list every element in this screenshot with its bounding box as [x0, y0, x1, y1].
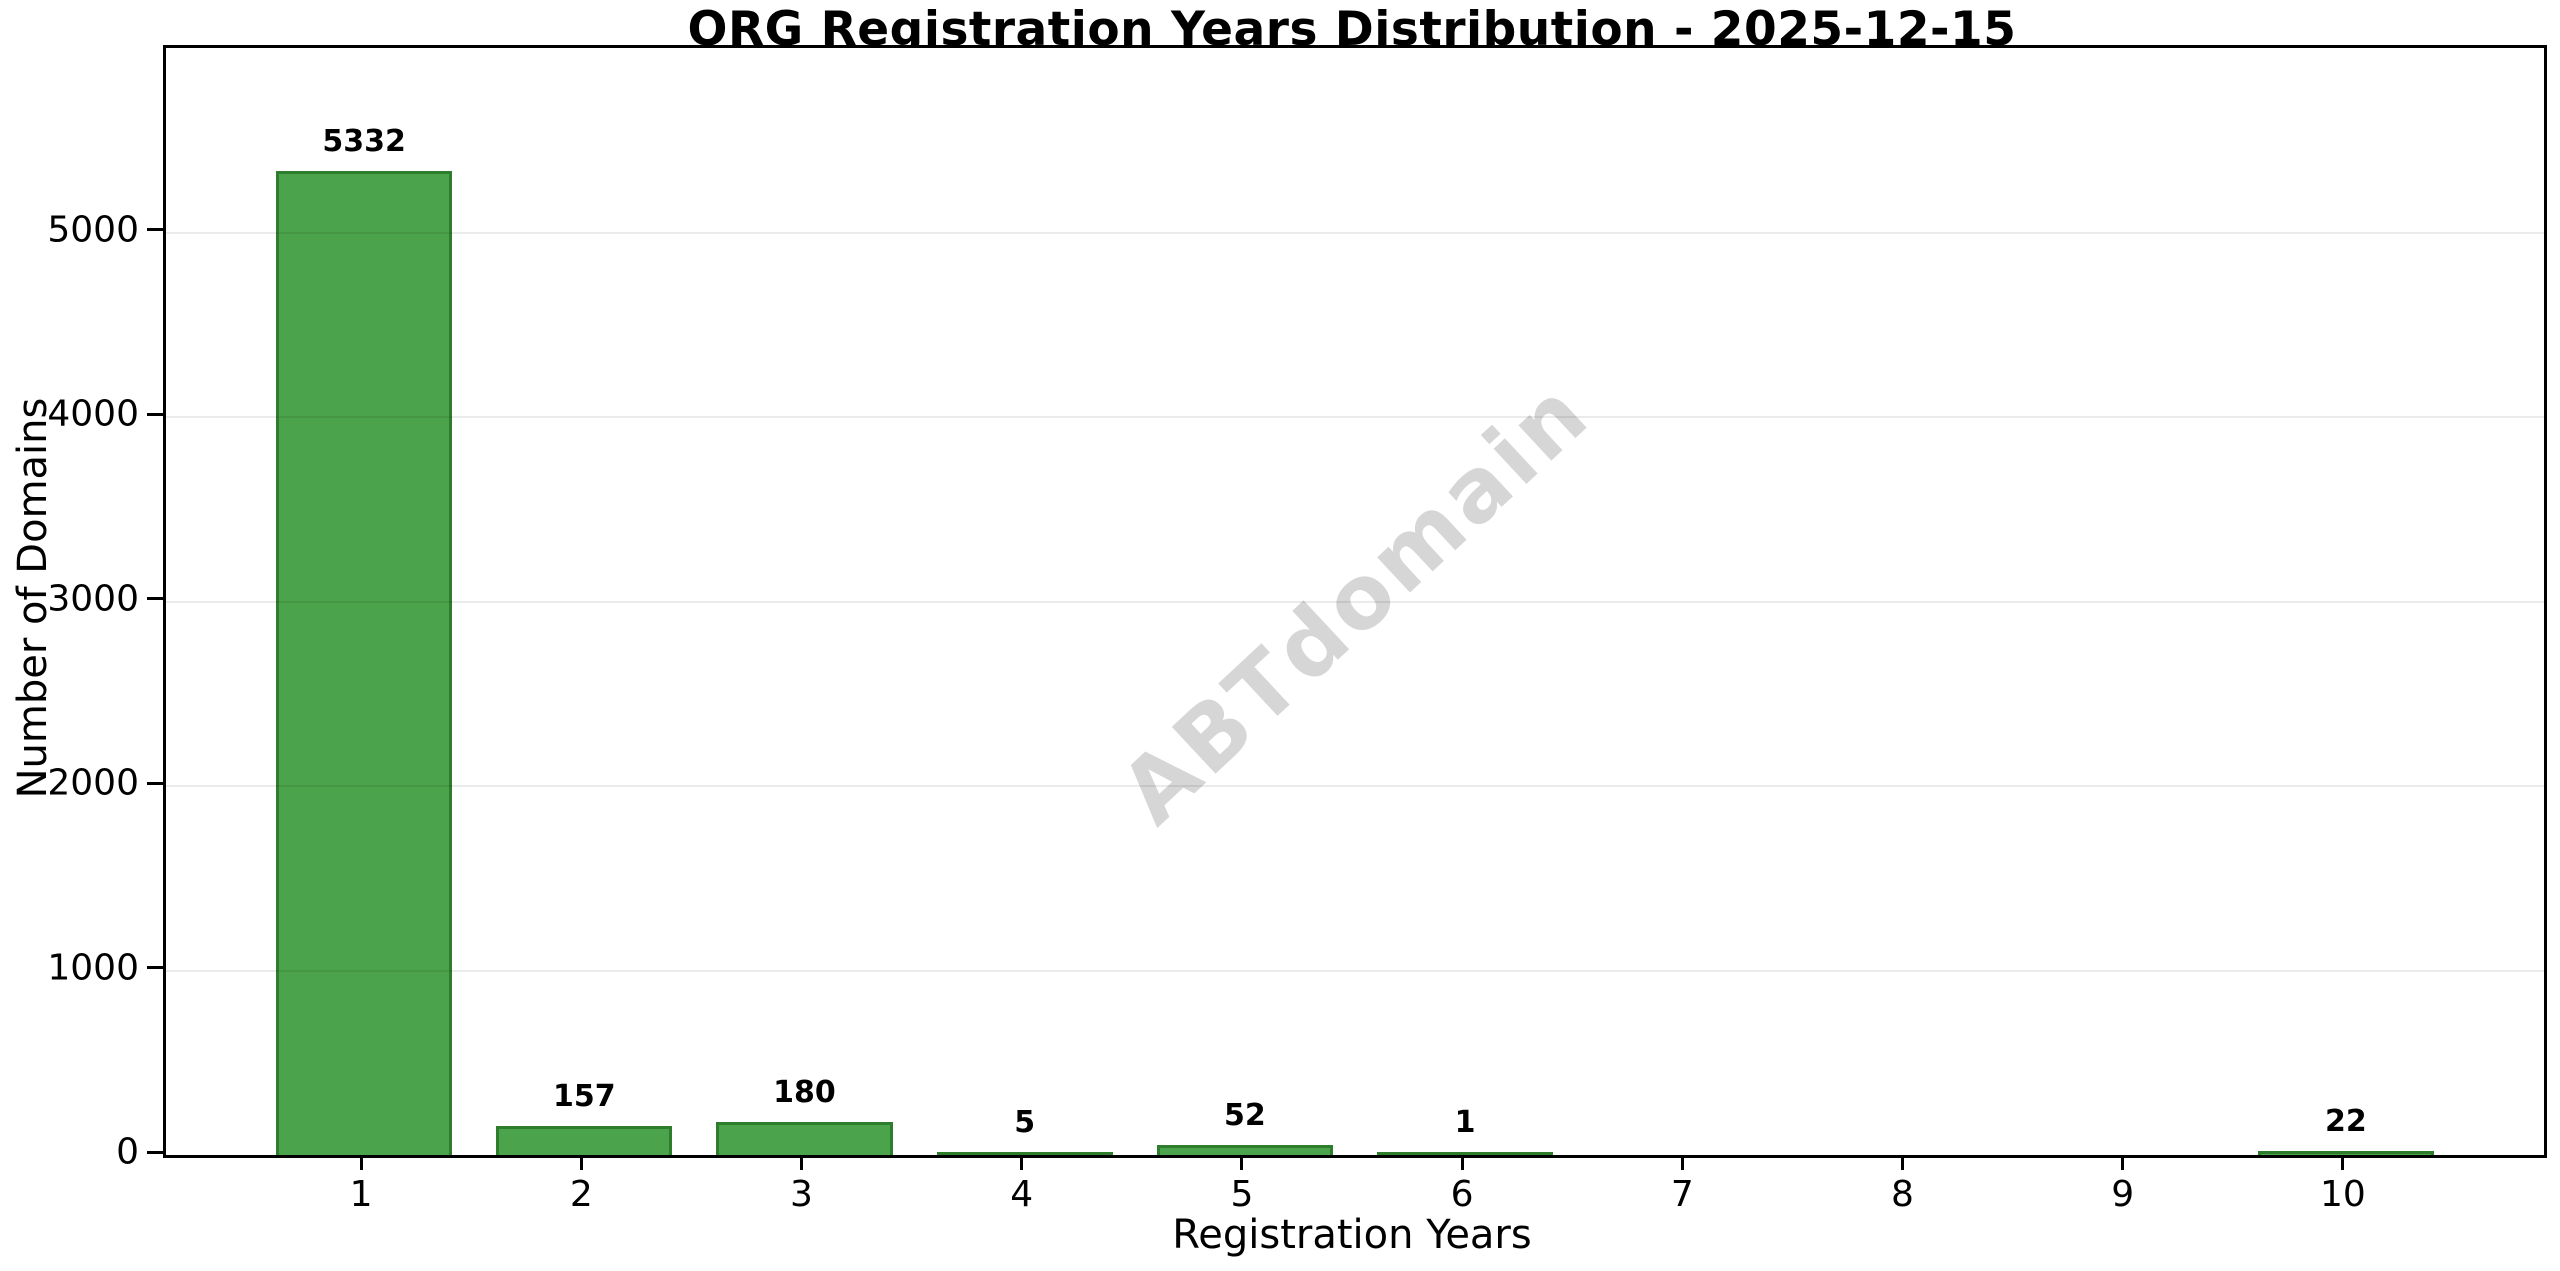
bar — [276, 171, 453, 1155]
x-tick-mark — [2341, 1155, 2345, 1170]
x-tick-label: 7 — [1670, 1174, 1694, 1215]
y-tick-mark — [147, 228, 163, 231]
bar — [716, 1121, 893, 1155]
x-tick-mark — [1460, 1155, 1464, 1170]
x-tick-mark — [1240, 1155, 1244, 1170]
bar — [1156, 1145, 1333, 1155]
x-tick-label: 9 — [2111, 1174, 2135, 1215]
y-tick-label: 1000 — [47, 947, 139, 988]
y-tick-label: 5000 — [47, 209, 139, 250]
x-tick-label: 5 — [1230, 1174, 1254, 1215]
bar-value-label: 1 — [1454, 1105, 1476, 1140]
bar — [496, 1126, 673, 1155]
x-tick-label: 6 — [1450, 1174, 1474, 1215]
x-tick-mark — [359, 1155, 363, 1170]
x-tick-label: 1 — [349, 1174, 373, 1215]
bar — [1377, 1152, 1554, 1155]
y-tick-mark — [147, 966, 163, 969]
plot-area: ABTdomain 5332 157 180 5 52 1 22 — [163, 45, 2547, 1158]
y-tick-mark — [147, 412, 163, 416]
y-tick-label: 0 — [116, 1131, 139, 1173]
x-tick-mark — [799, 1155, 803, 1170]
bar-value-label: 157 — [552, 1079, 616, 1115]
x-tick-label: 3 — [790, 1174, 813, 1215]
y-gridline — [166, 785, 2544, 787]
bar-value-label: 5332 — [322, 124, 406, 160]
bar-value-label: 5 — [1014, 1105, 1036, 1140]
bar — [936, 1152, 1113, 1155]
x-tick-label: 4 — [1010, 1174, 1034, 1215]
y-tick-mark — [147, 597, 163, 600]
x-tick-mark — [579, 1155, 583, 1170]
y-gridline — [166, 231, 2544, 234]
x-tick-mark — [1901, 1155, 1904, 1170]
y-gridline — [166, 600, 2544, 603]
y-gridline — [166, 969, 2544, 972]
x-tick-mark — [1680, 1155, 1684, 1170]
x-tick-label: 10 — [2320, 1174, 2366, 1215]
bar — [2257, 1150, 2434, 1155]
bar-value-label: 52 — [1224, 1098, 1266, 1134]
y-tick-mark — [147, 1150, 163, 1154]
x-tick-label: 2 — [569, 1174, 593, 1215]
x-tick-mark — [2121, 1155, 2125, 1170]
x-axis-label: Registration Years — [1172, 1212, 1532, 1258]
x-tick-mark — [1020, 1155, 1024, 1170]
y-gridline — [166, 416, 2544, 418]
bar-value-label: 180 — [773, 1074, 836, 1110]
y-tick-mark — [147, 781, 163, 785]
y-tick-label: 2000 — [47, 762, 139, 804]
y-tick-label: 4000 — [47, 393, 139, 435]
bar-value-label: 22 — [2325, 1103, 2367, 1139]
x-tick-label: 8 — [1891, 1174, 1914, 1215]
y-tick-label: 3000 — [47, 578, 139, 619]
